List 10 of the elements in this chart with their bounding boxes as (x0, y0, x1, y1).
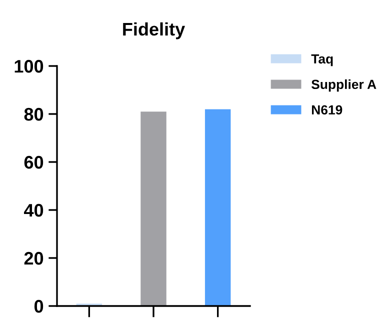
y-tick-label: 0 (34, 300, 44, 313)
legend-label: Taq (311, 54, 333, 66)
y-tick-label: 80 (24, 108, 44, 121)
legend-label: N619 (312, 105, 342, 115)
y-tick-label: 20 (24, 252, 44, 265)
y-tick-label: 40 (24, 204, 44, 217)
y-tick-label: 60 (24, 156, 44, 169)
chart-title: Fidelity (123, 22, 186, 40)
y-tick-label: 100 (14, 60, 44, 73)
legend-label: Supplier A (311, 79, 376, 92)
